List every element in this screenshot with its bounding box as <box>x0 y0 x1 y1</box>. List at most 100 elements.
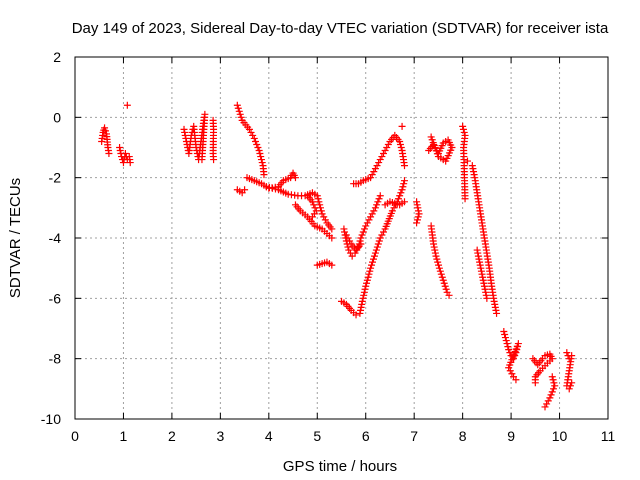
data-point <box>311 204 319 212</box>
data-point <box>431 246 439 254</box>
data-point <box>235 107 243 115</box>
data-point <box>400 177 408 185</box>
data-point <box>397 144 405 151</box>
data-point <box>400 180 408 188</box>
data-point <box>445 291 453 299</box>
data-point <box>344 243 352 251</box>
data-point <box>363 279 371 287</box>
data-point <box>548 388 556 396</box>
data-point <box>121 150 129 158</box>
data-point <box>388 207 396 215</box>
data-point <box>491 303 499 311</box>
y-tick-label: 2 <box>53 49 61 65</box>
data-point <box>438 273 446 281</box>
data-point <box>482 288 490 296</box>
data-point <box>413 198 421 206</box>
data-point <box>414 213 422 221</box>
data-point <box>381 147 389 155</box>
data-point <box>116 144 124 151</box>
data-point <box>493 309 501 317</box>
data-point <box>374 198 382 206</box>
data-point <box>477 267 485 275</box>
data-point <box>315 198 323 206</box>
data-point <box>237 113 245 121</box>
data-point <box>469 165 477 173</box>
data-point <box>370 252 378 260</box>
y-tick-label: -8 <box>49 351 62 367</box>
data-point <box>413 201 421 209</box>
data-point <box>328 234 336 242</box>
data-point <box>470 168 478 176</box>
data-point <box>251 137 259 145</box>
data-point <box>473 246 481 254</box>
data-point <box>373 201 381 209</box>
data-point <box>479 276 487 284</box>
data-point <box>365 216 373 224</box>
data-point <box>369 258 377 266</box>
data-point <box>358 231 366 239</box>
data-point <box>463 157 471 165</box>
data-point <box>476 261 484 269</box>
data-point <box>506 367 514 375</box>
data-point <box>397 189 405 197</box>
data-point <box>368 261 376 269</box>
data-point <box>321 216 329 224</box>
data-point <box>551 382 559 390</box>
data-point <box>531 379 539 387</box>
data-point <box>356 237 364 245</box>
data-point <box>361 285 369 293</box>
data-point <box>257 153 265 161</box>
data-point <box>314 195 322 203</box>
chart-title: Day 149 of 2023, Sidereal Day-to-day VTE… <box>72 20 609 37</box>
x-tick-label: 1 <box>120 428 128 444</box>
data-point <box>414 207 422 215</box>
data-point <box>371 204 379 212</box>
data-point <box>371 249 379 257</box>
x-tick-label: 6 <box>362 428 370 444</box>
x-tick-label: 2 <box>168 428 176 444</box>
data-point <box>374 240 382 248</box>
data-point <box>116 147 124 155</box>
data-point <box>257 156 265 164</box>
data-point <box>396 137 404 145</box>
data-point <box>394 195 402 203</box>
x-tick-label: 7 <box>410 428 418 444</box>
data-point <box>492 306 500 314</box>
data-point <box>430 240 438 248</box>
data-point <box>375 195 383 203</box>
data-point <box>396 140 404 148</box>
data-point <box>346 237 354 245</box>
data-point <box>357 306 365 314</box>
data-point <box>548 373 556 381</box>
data-point <box>568 379 576 387</box>
data-point <box>470 171 478 179</box>
data-point <box>442 285 450 293</box>
data-point <box>371 165 379 173</box>
data-point <box>546 394 554 402</box>
data-point <box>390 204 398 212</box>
data-point <box>345 246 353 254</box>
data-point <box>101 124 109 132</box>
data-point <box>474 252 482 260</box>
data-point <box>105 150 113 158</box>
data-point <box>241 186 249 194</box>
data-point <box>247 128 255 136</box>
data-point <box>265 183 273 191</box>
data-point <box>256 150 264 158</box>
data-point <box>367 174 375 182</box>
data-point <box>476 258 484 266</box>
x-tick-label: 11 <box>601 428 616 444</box>
data-point <box>396 192 404 200</box>
data-point <box>253 140 261 148</box>
data-point <box>541 403 549 411</box>
data-point <box>102 127 110 135</box>
data-point <box>367 213 375 221</box>
data-point <box>378 153 386 161</box>
data-point <box>370 207 378 215</box>
data-point <box>359 228 367 236</box>
grid <box>75 57 608 419</box>
data-point <box>468 162 476 170</box>
data-point <box>245 125 253 133</box>
data-point <box>123 101 131 109</box>
